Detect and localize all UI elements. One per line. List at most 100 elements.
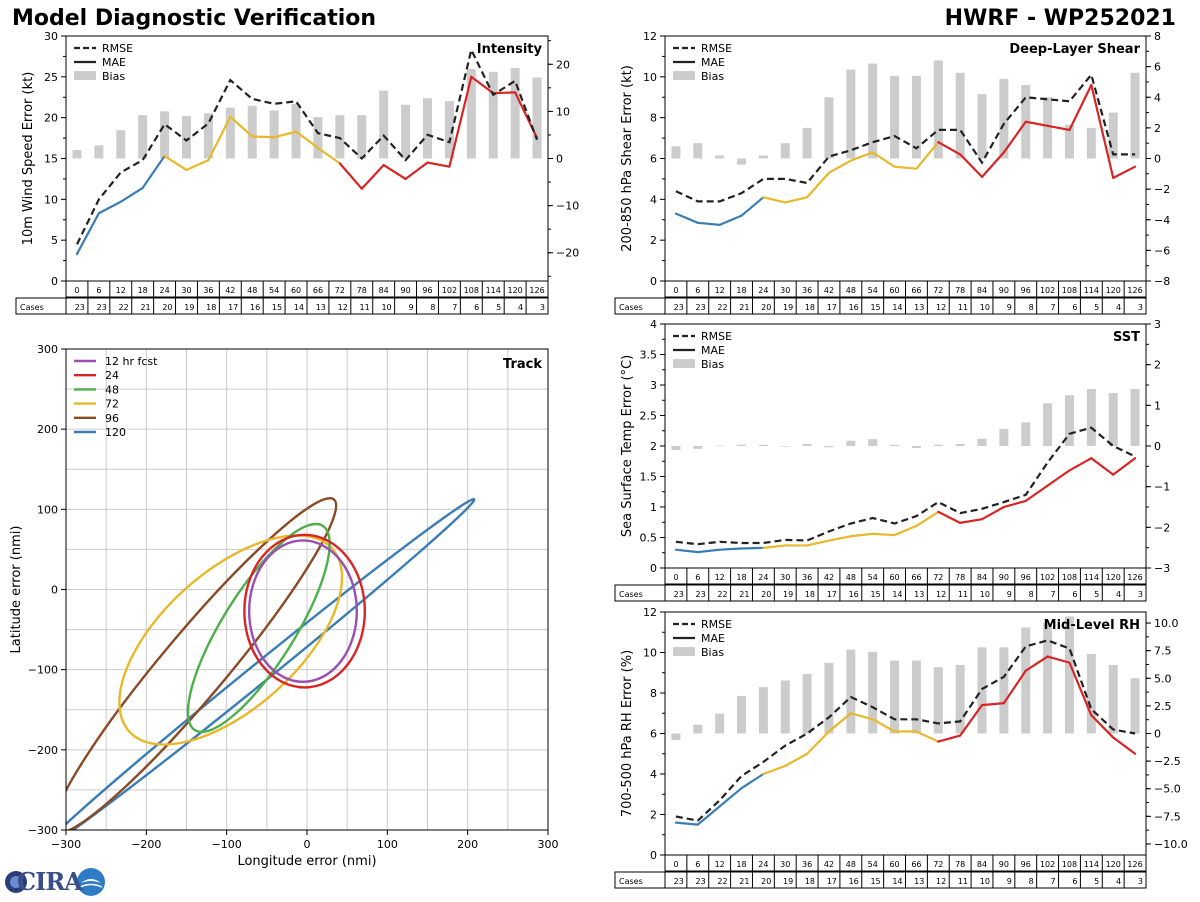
intensity-bias-bar bbox=[138, 115, 148, 159]
sst-ytick-label: 2 bbox=[650, 440, 657, 453]
intensity-y2tick-label: 20 bbox=[556, 58, 570, 71]
intensity-bias-bar bbox=[488, 71, 498, 159]
rh-bias-bar bbox=[780, 680, 790, 734]
intensity-hour-label: 114 bbox=[486, 286, 501, 295]
sst-bias-bar bbox=[1130, 389, 1140, 446]
sst-hour-label: 60 bbox=[889, 573, 899, 582]
intensity-case-count: 10 bbox=[381, 303, 391, 312]
intensity-bias-bar bbox=[94, 145, 104, 159]
intensity-y2tick-label: 10 bbox=[556, 105, 570, 118]
legend-rmse-label: RMSE bbox=[701, 618, 732, 631]
rh-bias-bar bbox=[955, 665, 965, 734]
rh-hour-label: 36 bbox=[802, 860, 812, 869]
shear-mae-segment bbox=[740, 196, 765, 217]
track-ellipse-96 bbox=[66, 497, 338, 830]
rh-bias-bar bbox=[1064, 616, 1074, 734]
sst-cases-label: Cases bbox=[619, 590, 643, 599]
sst-bias-bar bbox=[780, 446, 790, 447]
track-legend-label: 48 bbox=[105, 383, 119, 396]
sst-hour-label: 108 bbox=[1062, 573, 1077, 582]
intensity-mae-segment bbox=[360, 163, 385, 190]
rh-hour-label: 6 bbox=[695, 860, 700, 869]
sst-ytick-label: 2.5 bbox=[640, 410, 658, 423]
rh-ytick-label: 10 bbox=[643, 647, 657, 660]
sst-ytick-label: 3 bbox=[650, 379, 657, 392]
sst-case-count: 21 bbox=[739, 590, 749, 599]
intensity-hour-label: 66 bbox=[313, 286, 323, 295]
sst-bias-bar bbox=[758, 444, 768, 446]
rh-bias-bar bbox=[977, 647, 987, 734]
rh-case-count: 6 bbox=[1072, 877, 1077, 886]
rh-bias-bar bbox=[999, 647, 1009, 734]
shear-mae-segment bbox=[827, 159, 852, 174]
shear-hour-label: 60 bbox=[889, 286, 899, 295]
shear-case-count: 23 bbox=[696, 303, 706, 312]
shear-hour-label: 54 bbox=[868, 286, 878, 295]
sst-bias-bar bbox=[846, 440, 856, 446]
intensity-hour-label: 126 bbox=[529, 286, 544, 295]
sst-ylabel: Sea Surface Temp Error (°C) bbox=[620, 355, 635, 537]
rh-y2tick-label: 2.5 bbox=[1154, 700, 1172, 713]
rh-bias-bar bbox=[890, 660, 900, 734]
rh-y2tick-label: −2.5 bbox=[1154, 755, 1181, 768]
intensity-mae-segment bbox=[470, 75, 495, 95]
sst-hour-label: 66 bbox=[911, 573, 921, 582]
sst-mae-segment bbox=[937, 510, 962, 524]
shear-ytick-label: 6 bbox=[650, 153, 657, 166]
sst-hour-label: 114 bbox=[1084, 573, 1099, 582]
rh-hour-label: 90 bbox=[999, 860, 1009, 869]
sst-title: SST bbox=[1113, 330, 1140, 345]
rh-hour-label: 78 bbox=[955, 860, 965, 869]
sst-hour-label: 36 bbox=[802, 573, 812, 582]
track-ytick-label: 0 bbox=[51, 584, 58, 597]
shear-mae-segment bbox=[806, 171, 831, 199]
sst-case-count: 17 bbox=[827, 590, 837, 599]
legend-mae-label: MAE bbox=[701, 56, 725, 69]
shear-mae-segment bbox=[674, 212, 699, 224]
rh-hour-label: 48 bbox=[846, 860, 856, 869]
rh-mae-segment bbox=[740, 772, 765, 790]
sst-y2tick-label: 1 bbox=[1154, 399, 1161, 412]
shear-case-count: 8 bbox=[1029, 303, 1034, 312]
intensity-bias-bar bbox=[357, 115, 367, 159]
sst-ytick-label: 1.5 bbox=[640, 471, 658, 484]
sst-hour-label: 78 bbox=[955, 573, 965, 582]
track-xtick-label: −100 bbox=[212, 838, 242, 851]
shear-bias-bar bbox=[671, 146, 681, 159]
intensity-mae-segment bbox=[492, 91, 517, 95]
rh-mae-segment bbox=[1068, 661, 1093, 717]
sst-y2tick-label: −1 bbox=[1154, 481, 1170, 494]
rh-case-count: 22 bbox=[717, 877, 727, 886]
intensity-case-count: 3 bbox=[540, 303, 545, 312]
intensity-case-count: 21 bbox=[140, 303, 150, 312]
shear-case-count: 14 bbox=[892, 303, 902, 312]
sst-hour-label: 6 bbox=[695, 573, 700, 582]
rh-case-count: 14 bbox=[892, 877, 902, 886]
shear-bias-bar bbox=[1130, 72, 1140, 159]
sst-cases-row bbox=[614, 584, 1147, 602]
track-legend-label: 96 bbox=[105, 412, 119, 425]
rh-case-count: 5 bbox=[1094, 877, 1099, 886]
rh-hour-label: 18 bbox=[736, 860, 746, 869]
sst-rmse-line bbox=[675, 426, 1136, 546]
intensity-ytick-label: 15 bbox=[44, 153, 58, 166]
sst-bias-bar bbox=[999, 428, 1009, 446]
intensity-hour-label: 96 bbox=[422, 286, 432, 295]
sst-case-count: 15 bbox=[870, 590, 880, 599]
rh-bias-bar bbox=[1021, 627, 1031, 734]
sst-ytick-label: 0 bbox=[650, 562, 657, 575]
sst-case-count: 19 bbox=[783, 590, 793, 599]
intensity-mae-segment bbox=[294, 130, 320, 149]
rh-y2tick-label: 7.5 bbox=[1154, 645, 1172, 658]
rh-bias-bar bbox=[1043, 623, 1053, 734]
sst-hour-label: 0 bbox=[673, 573, 678, 582]
rh-bias-bar bbox=[1108, 665, 1118, 734]
shear-case-count: 6 bbox=[1072, 303, 1077, 312]
rh-bias-bar bbox=[671, 733, 681, 741]
legend-mae-label: MAE bbox=[701, 632, 725, 645]
shear-y2tick-label: 4 bbox=[1154, 91, 1161, 104]
shear-hour-label: 30 bbox=[780, 286, 790, 295]
rh-hour-label: 54 bbox=[868, 860, 878, 869]
intensity-y2tick-label: 0 bbox=[556, 153, 563, 166]
sst-bias-bar bbox=[715, 445, 725, 447]
